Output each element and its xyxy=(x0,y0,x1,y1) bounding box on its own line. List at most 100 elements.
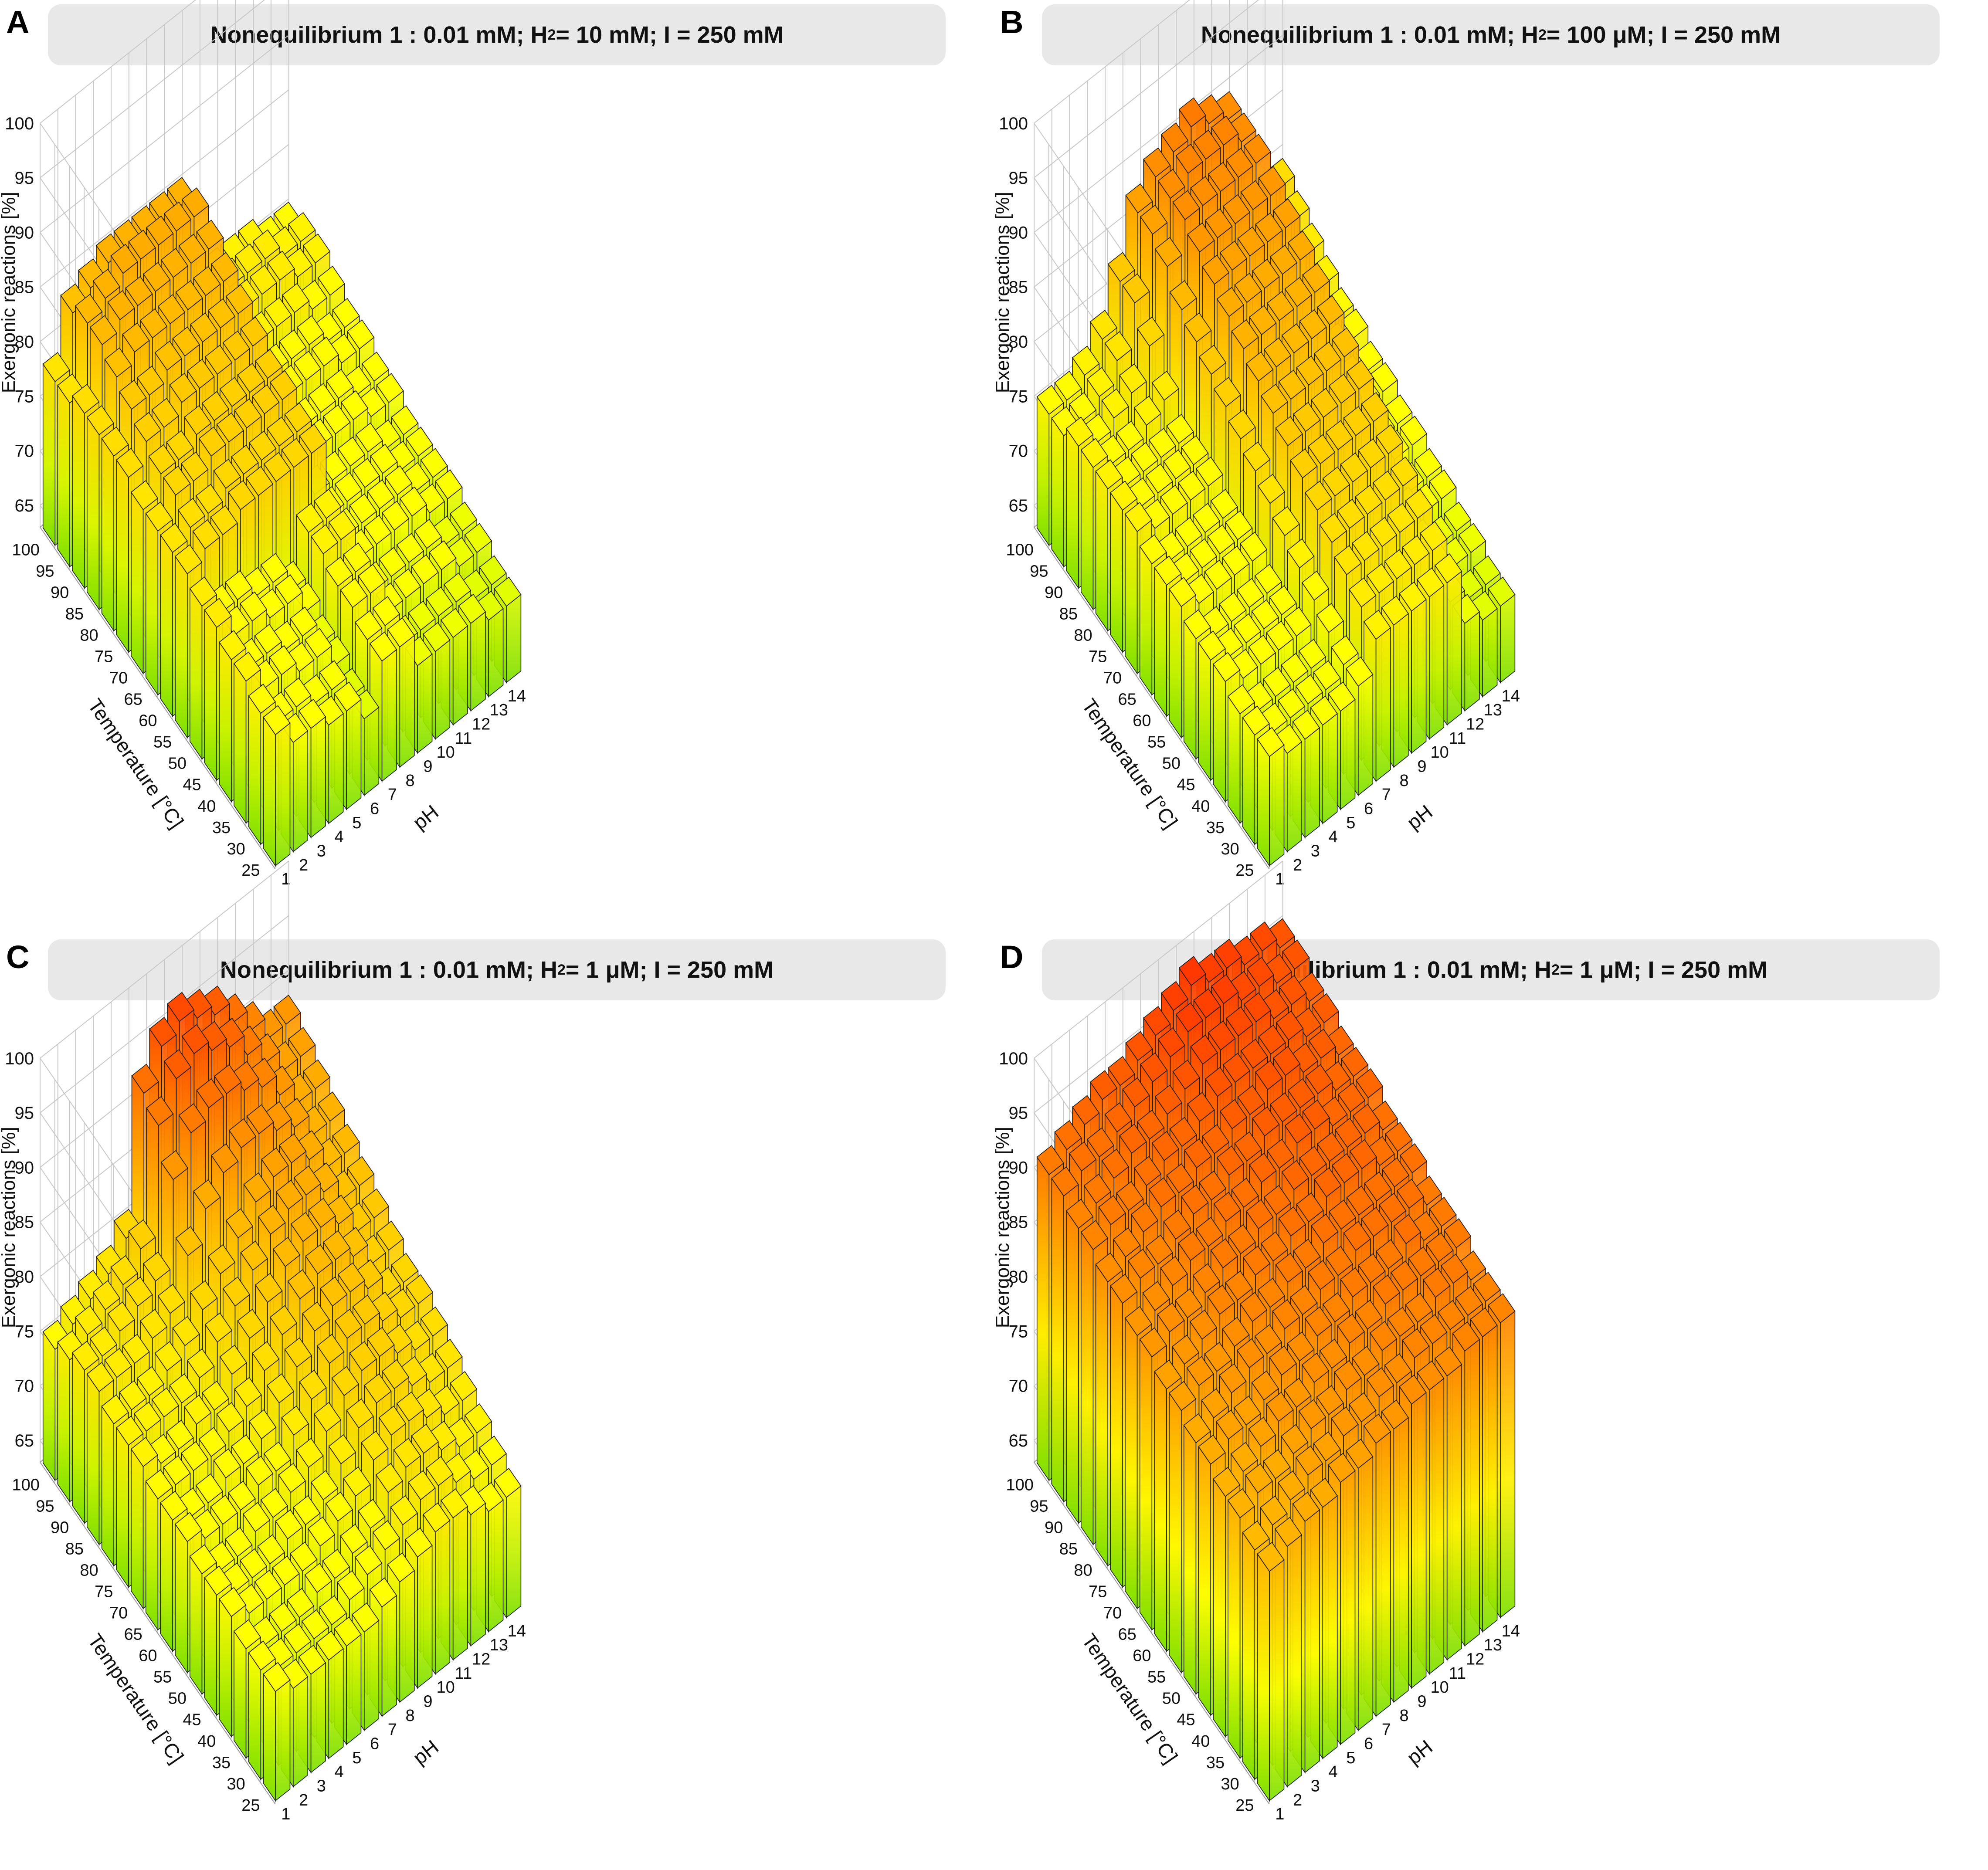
z-tick-label: 70 xyxy=(1009,442,1028,461)
bar-top xyxy=(1219,241,1248,271)
temperature-ticks: 100 95 90 85 80 75 70 65 60 55 50 45 40 35 30 25 xyxy=(12,1476,260,1815)
bar-top xyxy=(1178,471,1206,501)
z-tick-label: 75 xyxy=(1009,1322,1028,1341)
bar-top xyxy=(1444,1218,1472,1249)
ph-tick-label: 4 xyxy=(334,828,343,846)
ph-tick-label: 14 xyxy=(1502,1622,1520,1640)
bar-top xyxy=(160,523,188,553)
bar-top xyxy=(296,1438,324,1468)
ph-tick-label: 14 xyxy=(1502,687,1520,705)
bar-top xyxy=(1470,1307,1498,1338)
bar-top xyxy=(204,1565,232,1596)
bar-top xyxy=(1384,1353,1412,1383)
bar-top xyxy=(222,1276,250,1307)
bar-front xyxy=(381,1595,397,1717)
bar-top xyxy=(1080,1220,1108,1250)
temperature-tick-label: 45 xyxy=(183,1711,201,1729)
bar-top xyxy=(198,1427,227,1457)
bar-top xyxy=(1089,309,1118,340)
temperature-tick-label: 60 xyxy=(1133,712,1151,730)
bar-top xyxy=(288,212,316,242)
bar-top xyxy=(275,1509,303,1540)
bar-top xyxy=(1260,1495,1288,1526)
bar-top xyxy=(169,373,197,403)
bar-top xyxy=(1178,956,1206,986)
bar-top xyxy=(1311,1213,1339,1244)
bar-top xyxy=(352,1294,380,1325)
bar-top xyxy=(1328,373,1357,404)
bar-top xyxy=(1358,438,1386,469)
title-text-end: = 10 mM; I = 250 mM xyxy=(556,22,784,48)
bar-side xyxy=(1257,1552,1270,1802)
bar-front xyxy=(328,1648,344,1759)
bar-top xyxy=(1281,653,1309,683)
bar-side xyxy=(1051,1177,1064,1503)
title-subscript: 2 xyxy=(557,961,566,978)
bar-top xyxy=(1154,1359,1182,1390)
bar-front xyxy=(1482,608,1498,698)
bar-top xyxy=(1349,577,1377,608)
bar-top xyxy=(355,422,383,453)
bar-top xyxy=(208,1244,236,1274)
bar-top xyxy=(1363,1413,1391,1444)
bar-side xyxy=(145,512,159,696)
bar-front xyxy=(1340,1470,1356,1745)
bar-top xyxy=(1379,1192,1407,1223)
bar-top xyxy=(323,404,351,434)
bar-top xyxy=(364,515,392,545)
bar-top xyxy=(1385,1121,1413,1152)
bar-top xyxy=(1338,1082,1366,1113)
bar-side xyxy=(1125,513,1138,675)
bar-side xyxy=(1213,663,1226,803)
bar-top xyxy=(160,1150,189,1180)
bar-top xyxy=(1195,456,1224,487)
bar-top xyxy=(1160,1256,1188,1286)
bar-front xyxy=(346,698,362,810)
bar-top xyxy=(1080,438,1108,468)
bar-top xyxy=(1110,1274,1138,1304)
bar-top xyxy=(219,630,247,661)
bar-top xyxy=(1095,1252,1123,1283)
bar-top xyxy=(399,486,427,517)
bar-top xyxy=(214,1064,242,1094)
bar-top xyxy=(1257,727,1285,757)
bar-top xyxy=(1281,1160,1309,1190)
bar-top xyxy=(293,1495,321,1525)
bar-top xyxy=(240,1548,268,1579)
bar-top xyxy=(1370,362,1398,392)
bar-top xyxy=(219,1587,247,1617)
bar-top xyxy=(193,1179,221,1209)
bar-top xyxy=(1361,392,1389,422)
bar-top xyxy=(1199,1170,1227,1201)
bar-top xyxy=(1278,1470,1306,1501)
bar-top xyxy=(387,1552,415,1583)
bar-top xyxy=(1441,1253,1469,1284)
bar-top xyxy=(325,1491,353,1522)
bar-top xyxy=(72,383,100,414)
ph-tick-label: 12 xyxy=(472,1650,490,1668)
bar-top xyxy=(1143,1006,1171,1036)
bar-side xyxy=(204,1576,217,1717)
bar-top xyxy=(128,1219,156,1250)
bar-front xyxy=(292,1676,309,1788)
bar-front xyxy=(1500,1310,1516,1619)
bar-top xyxy=(1270,244,1298,275)
bar-top xyxy=(178,1103,206,1134)
bar-top xyxy=(1473,555,1501,586)
bar-top xyxy=(249,1409,277,1440)
bar-top xyxy=(1346,656,1374,687)
bar-front xyxy=(363,1619,380,1731)
bar-side xyxy=(1095,470,1109,632)
bar-top xyxy=(1293,402,1321,432)
bar-top xyxy=(1210,488,1238,519)
bar-top xyxy=(1193,988,1221,1019)
bar-top xyxy=(1208,162,1236,192)
temperature-tick-label: 85 xyxy=(65,1540,84,1558)
bar-top xyxy=(1124,502,1153,532)
z-tick-label: 85 xyxy=(1009,278,1028,297)
bar-top xyxy=(1434,1346,1462,1377)
bar-front xyxy=(1375,1431,1391,1717)
bar-top xyxy=(385,465,413,495)
bar-top xyxy=(284,677,312,708)
bar-side xyxy=(160,534,173,718)
